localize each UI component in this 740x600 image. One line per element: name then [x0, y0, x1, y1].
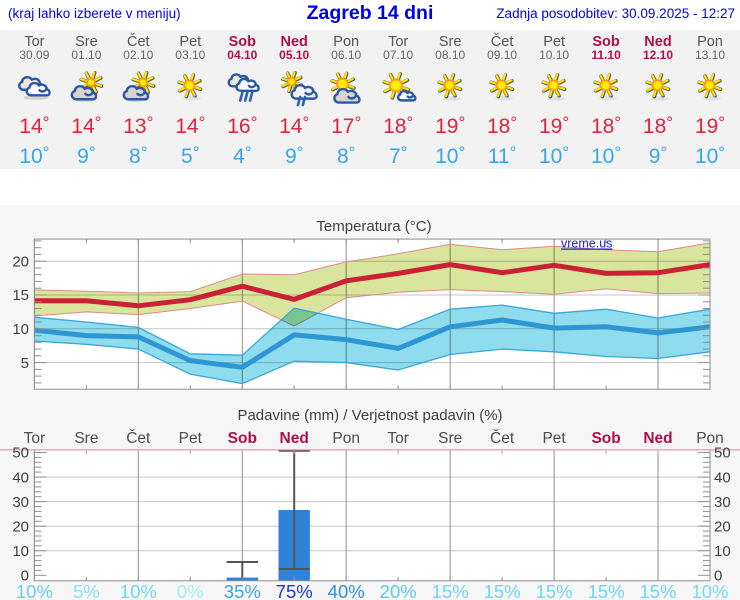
svg-text:20%: 20%	[380, 581, 417, 600]
svg-text:40: 40	[12, 469, 29, 486]
svg-text:15%: 15%	[484, 581, 521, 600]
svg-text:Pon: Pon	[332, 430, 360, 447]
svg-text:Tor: Tor	[24, 430, 46, 447]
svg-text:Temperatura (°C): Temperatura (°C)	[316, 218, 431, 235]
svg-text:15%: 15%	[432, 581, 469, 600]
svg-text:Sre: Sre	[74, 430, 98, 447]
svg-text:Ned: Ned	[280, 430, 309, 447]
svg-text:15%: 15%	[536, 581, 573, 600]
svg-text:0: 0	[714, 568, 722, 585]
svg-text:Pet: Pet	[179, 430, 203, 447]
svg-text:50: 50	[12, 445, 29, 462]
svg-text:Sre: Sre	[438, 430, 462, 447]
svg-text:35%: 35%	[224, 581, 261, 600]
svg-text:5%: 5%	[73, 581, 100, 600]
svg-text:30: 30	[714, 494, 731, 511]
svg-text:10: 10	[714, 543, 731, 560]
svg-text:20: 20	[714, 518, 731, 535]
svg-text:40: 40	[714, 469, 731, 486]
svg-text:10%: 10%	[16, 581, 53, 600]
svg-text:Sob: Sob	[591, 430, 620, 447]
svg-text:15%: 15%	[639, 581, 676, 600]
svg-text:75%: 75%	[276, 581, 313, 600]
svg-text:20: 20	[12, 253, 29, 270]
svg-text:Ned: Ned	[643, 430, 672, 447]
svg-text:Pon: Pon	[696, 430, 724, 447]
svg-text:Sob: Sob	[228, 430, 257, 447]
svg-text:15: 15	[12, 287, 29, 304]
svg-text:5: 5	[21, 355, 29, 372]
svg-text:Tor: Tor	[387, 430, 409, 447]
svg-text:10: 10	[12, 321, 29, 338]
svg-text:vreme.us: vreme.us	[561, 237, 612, 251]
svg-text:10%: 10%	[120, 581, 157, 600]
svg-text:50: 50	[714, 445, 731, 462]
svg-text:Čet: Čet	[490, 430, 515, 447]
svg-text:Pet: Pet	[542, 430, 566, 447]
svg-text:40%: 40%	[328, 581, 365, 600]
svg-text:0%: 0%	[177, 581, 204, 600]
svg-text:20: 20	[12, 518, 29, 535]
svg-text:10: 10	[12, 543, 29, 560]
svg-text:30: 30	[12, 494, 29, 511]
svg-text:15%: 15%	[588, 581, 625, 600]
svg-text:0: 0	[21, 568, 29, 585]
svg-text:Čet: Čet	[126, 430, 151, 447]
svg-text:Padavine (mm) / Verjetnost pad: Padavine (mm) / Verjetnost padavin (%)	[237, 407, 502, 424]
svg-text:10%: 10%	[691, 581, 728, 600]
